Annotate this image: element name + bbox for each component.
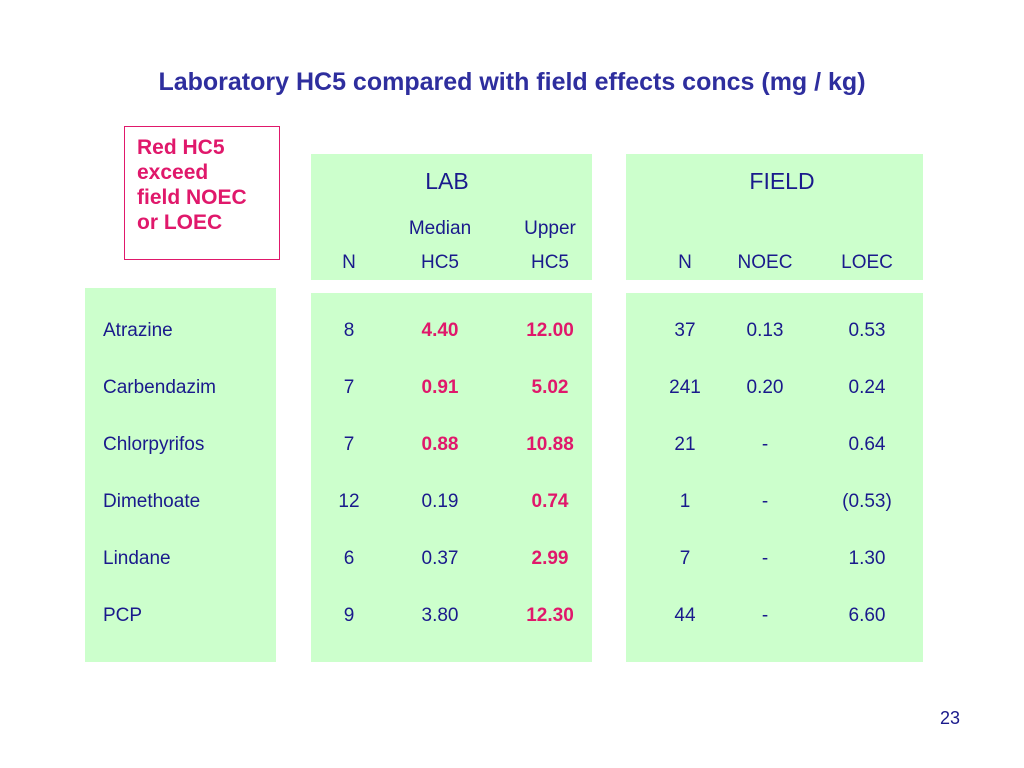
page-number: 23 — [940, 708, 961, 728]
row-carbendazim: Carbendazim 7 0.91 5.02 241 0.20 0.24 — [0, 377, 1024, 401]
note-line: exceed — [137, 161, 209, 184]
median-hc5: 0.19 — [421, 491, 459, 512]
row-lindane: Lindane 6 0.37 2.99 7 - 1.30 — [0, 548, 1024, 572]
col-header-lab-n: N — [342, 252, 356, 273]
noec: - — [761, 605, 769, 626]
median-hc5: 0.91 — [421, 377, 459, 398]
upper-hc5: 12.30 — [526, 605, 574, 626]
noec: 0.20 — [746, 377, 784, 398]
note-line: Red HC5 — [137, 136, 225, 159]
chemical-name: Lindane — [103, 548, 171, 569]
loec: 0.64 — [848, 434, 886, 455]
upper-hc5: 12.00 — [526, 320, 574, 341]
lab-n: 7 — [343, 434, 355, 455]
field-header: FIELD — [749, 168, 815, 194]
median-hc5: 3.80 — [421, 605, 459, 626]
legend-note: Red HC5 exceed field NOEC or LOEC — [124, 126, 280, 260]
loec: 0.24 — [848, 377, 886, 398]
median-hc5: 0.37 — [421, 548, 459, 569]
row-chlorpyrifos: Chlorpyrifos 7 0.88 10.88 21 - 0.64 — [0, 434, 1024, 458]
noec: - — [761, 491, 769, 512]
col-header-median-bottom: HC5 — [420, 252, 460, 273]
median-hc5: 0.88 — [421, 434, 459, 455]
loec: 1.30 — [848, 548, 886, 569]
lab-header: LAB — [425, 168, 469, 194]
median-hc5: 4.40 — [421, 320, 459, 341]
field-n: 1 — [679, 491, 691, 512]
chemical-panel — [85, 288, 276, 662]
field-n: 37 — [674, 320, 696, 341]
field-header-panel — [626, 154, 923, 280]
col-header-upper-bottom: HC5 — [530, 252, 570, 273]
lab-header-panel — [311, 154, 592, 280]
note-line: or LOEC — [137, 211, 223, 234]
upper-hc5: 5.02 — [531, 377, 569, 398]
chemical-name: Carbendazim — [103, 377, 216, 398]
col-header-median-top: Median — [408, 218, 472, 239]
lab-n: 12 — [338, 491, 360, 512]
field-n: 7 — [679, 548, 691, 569]
col-header-upper-top: Upper — [524, 218, 576, 239]
field-n: 21 — [674, 434, 696, 455]
field-body-panel — [626, 293, 923, 662]
col-header-noec: NOEC — [737, 252, 793, 273]
slide-title: Laboratory HC5 compared with field effec… — [158, 68, 866, 96]
chemical-name: Atrazine — [103, 320, 173, 341]
lab-n: 8 — [343, 320, 355, 341]
row-dimethoate: Dimethoate 12 0.19 0.74 1 - (0.53) — [0, 491, 1024, 515]
loec: (0.53) — [842, 491, 892, 512]
lab-body-panel — [311, 293, 592, 662]
col-header-loec: LOEC — [841, 252, 893, 273]
lab-n: 7 — [343, 377, 355, 398]
col-header-field-n: N — [678, 252, 692, 273]
chemical-name: Dimethoate — [103, 491, 201, 512]
lab-n: 9 — [343, 605, 355, 626]
chemical-name: PCP — [103, 605, 143, 626]
noec: - — [761, 548, 769, 569]
row-atrazine: Atrazine 8 4.40 12.00 37 0.13 0.53 — [0, 320, 1024, 344]
field-n: 44 — [674, 605, 696, 626]
lab-n: 6 — [343, 548, 355, 569]
field-n: 241 — [669, 377, 701, 398]
noec: 0.13 — [746, 320, 784, 341]
upper-hc5: 2.99 — [531, 548, 569, 569]
chemical-name: Chlorpyrifos — [103, 434, 205, 455]
loec: 6.60 — [848, 605, 886, 626]
upper-hc5: 10.88 — [526, 434, 574, 455]
loec: 0.53 — [848, 320, 886, 341]
note-line: field NOEC — [137, 186, 247, 209]
row-pcp: PCP 9 3.80 12.30 44 - 6.60 — [0, 605, 1024, 629]
upper-hc5: 0.74 — [531, 491, 569, 512]
noec: - — [761, 434, 769, 455]
